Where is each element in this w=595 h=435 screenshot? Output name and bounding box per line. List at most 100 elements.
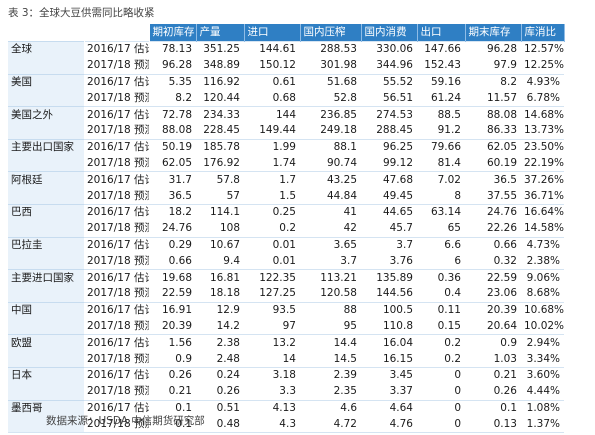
value-cell: 0 (417, 366, 465, 384)
value-cell: 3.65 (300, 236, 361, 254)
value-cell: 0.48 (196, 416, 244, 434)
table-row: 主要出口国家 2016/17 估计 50.19 185.78 1.99 88.1 96.25… (8, 138, 564, 156)
year-cell: 2017/18 预测 (87, 287, 149, 300)
value-cell: 91.2 (437, 124, 461, 137)
year-cell: 2017/18 预测 (87, 319, 149, 332)
value-cell: 2.38 (196, 334, 244, 352)
value-cell: 20.64 (486, 319, 517, 332)
value-cell: 12.57% (521, 40, 564, 58)
value-cell: 97 (282, 319, 296, 332)
value-cell: 0.66 (168, 254, 192, 267)
value-cell: 234.33 (196, 106, 244, 123)
value-cell: 10.67 (196, 236, 244, 254)
table-row: 2017/18 预测 36.5 57 1.5 44.84 49.45 8 37.55 36.71… (8, 188, 564, 205)
value-cell: 3.34% (526, 352, 560, 365)
value-cell: 44.65 (361, 203, 417, 221)
value-cell: 249.18 (320, 124, 357, 137)
value-cell: 147.66 (417, 40, 465, 58)
country-cell: 墨西哥 (8, 399, 84, 417)
value-cell: 144 (244, 106, 300, 123)
year-cell: 2016/17 估计 (84, 236, 149, 254)
value-cell: 57.8 (196, 171, 244, 189)
year-cell: 2017/18 预测 (84, 416, 149, 434)
value-cell: 14.4 (300, 334, 361, 352)
country-cell: 主要出口国家 (8, 138, 84, 156)
year-cell: 2016/17 估计 (84, 40, 149, 58)
country-cell: 阿根廷 (8, 171, 84, 189)
value-cell: 16.04 (361, 334, 417, 352)
value-cell: 8 (454, 189, 461, 202)
year-cell: 2017/18 预测 (87, 124, 149, 137)
value-cell: 330.06 (361, 40, 417, 58)
value-cell: 0.24 (196, 366, 244, 384)
value-cell: 228.45 (203, 124, 240, 137)
value-cell: 1.7 (244, 171, 300, 189)
table-row: 全球 2016/17 估计 78.13 351.25 144.61 288.53 330.0… (8, 40, 564, 58)
value-cell: 0.13 (465, 416, 521, 434)
value-cell: 81.4 (437, 156, 461, 169)
value-cell: 152.43 (424, 59, 461, 72)
value-cell: 288.53 (300, 40, 361, 58)
value-cell: 0.26 (216, 385, 240, 398)
value-cell: 149.44 (259, 124, 296, 137)
value-cell: 23.50% (521, 138, 564, 156)
value-cell: 2.39 (300, 366, 361, 384)
value-cell: 14.58% (524, 222, 564, 235)
value-cell: 0.1 (149, 399, 196, 417)
value-cell: 114.1 (196, 203, 244, 221)
year-cell: 2016/17 估计 (84, 106, 149, 123)
year-cell: 2017/18 预测 (87, 352, 149, 365)
value-cell: 348.89 (203, 59, 240, 72)
country-cell: 巴拉圭 (8, 236, 84, 254)
value-cell: 78.13 (149, 40, 196, 58)
country-cell (8, 155, 84, 172)
country-cell: 中国 (8, 301, 84, 319)
value-cell: 0 (454, 385, 461, 398)
value-cell: 12.25% (524, 59, 564, 72)
value-cell: 16.15 (382, 352, 413, 365)
value-cell: 55.52 (361, 73, 417, 91)
country-cell (8, 90, 84, 107)
table-row: 美国 2016/17 估计 5.35 116.92 0.61 51.68 55.52 59.1… (8, 73, 564, 91)
value-cell: 2.48 (216, 352, 240, 365)
value-cell: 2.94% (521, 334, 564, 352)
value-cell: 22.59 (161, 287, 192, 300)
year-cell: 2016/17 估计 (84, 138, 149, 156)
table-row: 2017/18 预测 0.1 0.48 4.3 4.72 4.76 0 0.13 1.37% (8, 416, 564, 434)
value-cell: 4.76 (361, 416, 417, 434)
value-cell: 36.5 (168, 189, 192, 202)
country-cell (8, 383, 84, 401)
year-cell: 2016/17 估计 (84, 366, 149, 384)
value-cell: 0.66 (465, 236, 521, 254)
table-row: 中国 2016/17 估计 16.91 12.9 93.5 88 100.5 0.11 20.3… (8, 301, 564, 319)
country-cell: 巴西 (8, 203, 84, 221)
value-cell: 288.45 (376, 124, 413, 137)
value-cell: 113.21 (300, 269, 361, 286)
value-cell: 0.9 (465, 334, 521, 352)
value-cell: 50.19 (149, 138, 196, 156)
value-cell: 19.68 (149, 269, 196, 286)
value-cell: 90.74 (326, 156, 357, 169)
value-cell: 37.26% (521, 171, 564, 189)
value-cell: 49.45 (382, 189, 413, 202)
country-cell (8, 188, 84, 205)
value-cell: 3.18 (244, 366, 300, 384)
header-blank (8, 24, 85, 42)
country-cell: 主要进口国家 (8, 269, 84, 286)
country-cell (8, 318, 84, 335)
year-cell: 2017/18 预测 (87, 222, 149, 235)
table-row: 2017/18 预测 0.66 9.4 0.01 3.7 3.76 6 0.32 2.38% (8, 253, 564, 270)
value-cell: 0.25 (244, 203, 300, 221)
value-cell: 344.96 (376, 59, 413, 72)
country-cell: 日本 (8, 366, 84, 384)
table-title: 表 3：全球大豆供需同比略收紧 (8, 7, 155, 19)
value-cell: 1.5 (279, 189, 296, 202)
value-cell: 31.7 (149, 171, 196, 189)
value-cell: 351.25 (196, 40, 244, 58)
value-cell: 0.4 (444, 287, 461, 300)
table-row: 阿根廷 2016/17 估计 31.7 57.8 1.7 43.25 47.68 7.02 36… (8, 171, 564, 189)
value-cell: 79.66 (417, 138, 465, 156)
value-cell: 3.7 (340, 254, 357, 267)
country-cell (8, 122, 84, 140)
value-cell: 86.33 (486, 124, 517, 137)
